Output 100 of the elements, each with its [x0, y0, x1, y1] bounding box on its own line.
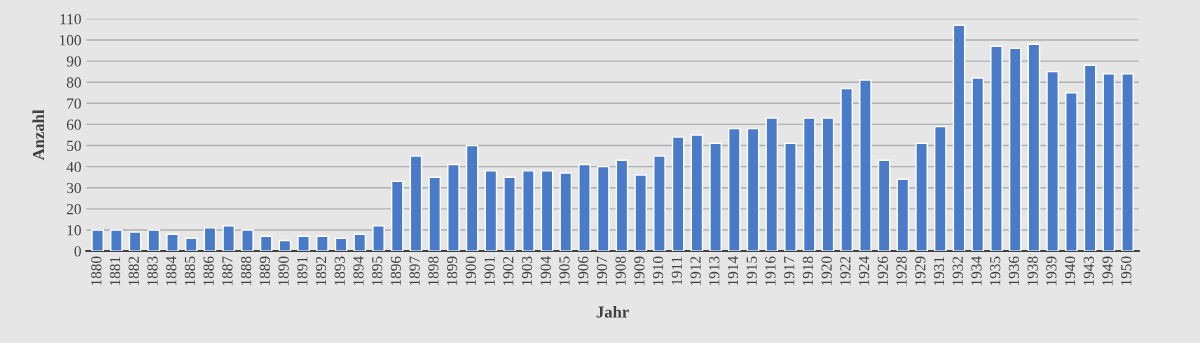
x-tick-label: 1900 [465, 256, 476, 286]
y-tick-label: 40 [66, 161, 81, 173]
bar [1027, 43, 1041, 252]
y-tick-label: 100 [59, 35, 81, 46]
y-tick-label: 10 [67, 225, 81, 236]
bar [222, 225, 236, 252]
x-tick-label: 1939 [1046, 256, 1057, 286]
bar [334, 237, 348, 252]
x-tick-label: 1894 [353, 256, 364, 286]
bar [241, 229, 254, 252]
x-tick-label: 1922 [840, 256, 851, 286]
x-tick-label: 1911 [671, 256, 682, 285]
bar [447, 163, 460, 252]
bar [372, 225, 385, 252]
x-tick-label: 1936 [1008, 256, 1020, 286]
bar [110, 229, 123, 252]
x-tick-label: 1891 [297, 256, 308, 286]
x-tick-label: 1940 [1064, 256, 1076, 286]
bar [784, 142, 797, 252]
x-tick-label: 1932 [952, 256, 963, 286]
x-tick-label: 1895 [372, 256, 383, 286]
x-tick-label: 1913 [709, 256, 720, 286]
x-tick-label: 1888 [240, 256, 252, 286]
bar [728, 127, 741, 252]
x-tick-label: 1934 [971, 256, 982, 286]
bar [578, 163, 591, 252]
bar [896, 178, 910, 252]
x-tick-label: 1935 [990, 256, 1001, 286]
bar [615, 159, 629, 252]
bar [596, 165, 610, 252]
x-tick-label: 1901 [484, 256, 495, 286]
x-tick-label: 1943 [1083, 256, 1094, 286]
bar [409, 155, 423, 252]
x-tick-label: 1880 [91, 256, 102, 286]
x-tick-label: 1938 [1027, 256, 1038, 286]
y-tick-label: 0 [74, 246, 81, 257]
x-tick-label: 1882 [128, 256, 139, 286]
x-tick-label: 1929 [915, 256, 926, 286]
bar [91, 229, 104, 252]
y-tick-label: 60 [66, 119, 81, 130]
y-tick-label: 20 [66, 204, 81, 215]
x-tick-label: 1884 [166, 256, 177, 286]
x-tick-label: 1897 [409, 256, 420, 286]
bar [1046, 70, 1059, 252]
bar [765, 117, 779, 252]
bar [971, 77, 985, 252]
y-tick-label: 50 [67, 140, 81, 151]
x-tick-label: 1916 [765, 256, 776, 286]
bar [503, 176, 516, 252]
bar [316, 235, 329, 252]
bar [166, 233, 179, 252]
x-tick-label: 1893 [334, 256, 345, 286]
bar [802, 117, 816, 252]
bar [709, 142, 722, 252]
x-tick-label: 1920 [821, 256, 832, 286]
bar [990, 45, 1003, 252]
x-tick-label: 1912 [690, 256, 701, 286]
bar [859, 79, 872, 252]
bar [559, 172, 573, 252]
bar [653, 155, 666, 252]
bar [915, 142, 928, 252]
x-axis-title: Jahr [596, 305, 629, 318]
x-tick-label: 1950 [1121, 256, 1132, 286]
bar [840, 87, 853, 252]
x-tick-label: 1908 [615, 256, 626, 286]
x-tick-label: 1902 [503, 256, 514, 286]
bar [1102, 73, 1116, 252]
bar [278, 239, 292, 252]
x-tick-label: 1889 [259, 256, 270, 286]
bar [428, 176, 442, 252]
bar [147, 229, 161, 252]
x-tick-label: 1907 [596, 256, 608, 286]
x-tick-label: 1886 [203, 256, 214, 286]
y-tick-label: 90 [66, 56, 81, 67]
y-tick-label: 30 [66, 182, 81, 194]
bar [484, 170, 498, 252]
x-tick-label: 1887 [222, 256, 233, 286]
x-tick-label: 1926 [877, 256, 888, 286]
x-tick-label: 1892 [315, 256, 327, 286]
x-tick-label: 1918 [802, 256, 814, 286]
x-tick-label: 1931 [933, 256, 945, 286]
x-tick-label: 1917 [784, 256, 795, 286]
x-tick-label: 1910 [652, 256, 664, 286]
x-tick-label: 1906 [578, 256, 589, 286]
x-tick-label: 1928 [896, 256, 907, 286]
bar [353, 233, 367, 252]
bar [184, 237, 198, 252]
x-tick-label: 1896 [390, 256, 402, 286]
x-tick-label: 1885 [184, 256, 196, 286]
bar [877, 159, 891, 252]
x-tick-label: 1903 [521, 256, 533, 286]
bar [259, 235, 273, 252]
y-tick-label: 70 [67, 98, 81, 109]
bar [203, 227, 217, 252]
x-tick-label: 1914 [727, 256, 739, 286]
x-tick-label: 1883 [147, 256, 158, 286]
y-tick-label: 80 [66, 77, 81, 88]
bar [690, 134, 704, 252]
x-tick-label: 1924 [858, 256, 870, 286]
bar [1008, 47, 1022, 252]
